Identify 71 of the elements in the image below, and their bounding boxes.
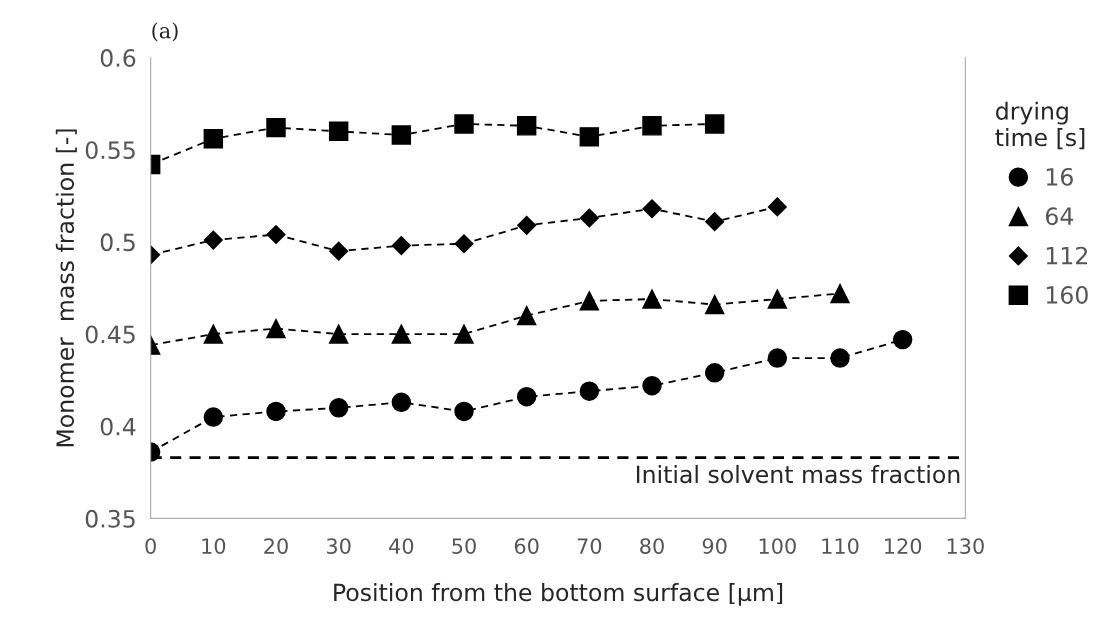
point: [767, 197, 787, 217]
point: [454, 234, 474, 254]
point: [767, 289, 788, 309]
point: [454, 324, 474, 344]
point: [266, 117, 286, 138]
x-tick-label: 90: [702, 538, 727, 554]
point: [516, 387, 537, 407]
point: [328, 398, 349, 418]
point: [391, 324, 412, 344]
x-tick-label: 20: [264, 538, 288, 554]
x-tick-label: 100: [759, 538, 796, 554]
point: [328, 324, 349, 344]
y-axis-title: Monomer mass fraction [-]: [55, 129, 77, 447]
point: [705, 212, 725, 232]
point: [642, 375, 662, 396]
y-tick-label: 0.35: [85, 509, 135, 528]
y-tick-label: 0.4: [100, 417, 136, 436]
legend-label: 16: [1046, 167, 1073, 186]
point: [203, 128, 224, 149]
point: [266, 318, 286, 339]
ref-line-label: Initial solvent mass fraction: [636, 464, 960, 484]
point: [516, 305, 537, 326]
x-tick-label: 110: [822, 538, 859, 554]
point: [454, 401, 474, 422]
y-tick-label: 0.55: [85, 141, 135, 160]
point: [579, 291, 600, 311]
point: [329, 241, 349, 261]
x-tick-label: 50: [452, 538, 476, 554]
chart-title: (a): [152, 22, 178, 42]
point: [517, 215, 537, 235]
x-tick-label: 30: [327, 538, 351, 554]
point: [391, 392, 412, 413]
x-tick-label: 120: [885, 538, 922, 554]
point: [203, 324, 224, 344]
point: [391, 236, 411, 256]
point: [704, 114, 725, 134]
y-tick-label: 0.5: [100, 233, 135, 252]
point: [892, 329, 913, 350]
y-tick-label: 0.6: [100, 49, 136, 67]
x-axis-title: Position from the bottom surface [μm]: [334, 583, 783, 606]
point: [579, 127, 600, 147]
x-tick-label: 10: [202, 538, 226, 554]
x-tick-label: 130: [947, 538, 984, 554]
x-tick-label: 80: [640, 538, 664, 554]
point: [830, 283, 850, 304]
point: [516, 116, 537, 136]
point: [579, 381, 600, 401]
point: [203, 407, 224, 427]
x-tick-label: 40: [389, 538, 414, 554]
x-tick-label: 70: [577, 538, 602, 554]
point: [830, 348, 850, 368]
point: [642, 199, 662, 219]
point: [579, 208, 599, 228]
point: [642, 289, 662, 309]
y-tick-label: 0.45: [85, 325, 135, 344]
x-tick-label: 0: [145, 538, 156, 554]
legend-title: drying time [s]: [995, 101, 1085, 150]
point: [328, 121, 349, 142]
point: [266, 225, 286, 245]
point: [642, 116, 662, 136]
point: [391, 125, 412, 145]
legend-label: 160: [1046, 286, 1088, 304]
point: [203, 230, 223, 250]
x-tick-label: 60: [514, 538, 539, 554]
point: [266, 401, 286, 422]
point: [704, 294, 725, 315]
point: [454, 114, 474, 134]
legend-label: 112: [1046, 246, 1088, 265]
point: [704, 363, 725, 383]
legend-label: 64: [1045, 207, 1074, 226]
point: [767, 348, 788, 368]
